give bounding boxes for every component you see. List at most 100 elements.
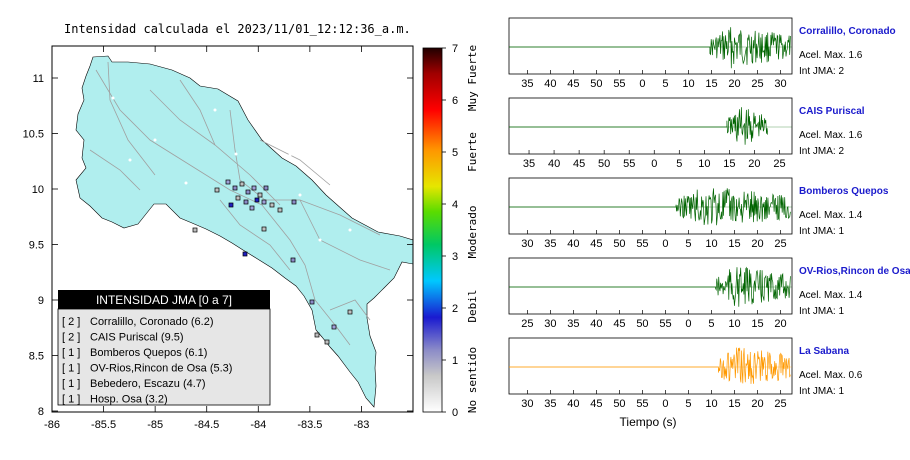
- map-y-tick-label: 11: [33, 73, 44, 85]
- map-y-tick-label: 8.5: [29, 351, 44, 363]
- map-y-tick-label: 10: [32, 184, 44, 196]
- seismogram-tick-label: 15: [705, 78, 717, 90]
- station-jma-intensity: Int JMA: 1: [799, 386, 844, 397]
- seismogram-tick-label: 10: [728, 318, 740, 330]
- map-x-tick-label: -85.5: [91, 419, 116, 431]
- seismogram-tick-label: 35: [521, 78, 533, 90]
- map-x-tick-label: -83: [353, 419, 369, 431]
- seismogram-tick-label: 55: [659, 318, 671, 330]
- seismogram-tick-label: 25: [774, 238, 786, 250]
- seismogram-tick-label: 55: [623, 158, 635, 170]
- map-title: Intensidad calculada el 2023/11/01_12:12…: [64, 22, 411, 36]
- station-jma-intensity: Int JMA: 1: [799, 306, 844, 317]
- legend-title-bar: [58, 290, 270, 309]
- time-axis-label: Tiempo (s): [620, 415, 677, 429]
- seismogram-tick-label: 40: [590, 318, 602, 330]
- map-x-tick-label: -83.5: [297, 419, 322, 431]
- seismogram-tick-label: 25: [773, 158, 785, 170]
- city-points: [111, 96, 377, 342]
- station-max-accel: Acel. Max. 1.4: [799, 290, 863, 301]
- intensity-legend: INTENSIDAD JMA [0 a 7] [ 2 ] Corralillo, …: [57, 290, 271, 406]
- station-jma-intensity: Int JMA: 1: [799, 226, 844, 237]
- seismogram-tick-label: 40: [544, 78, 556, 90]
- map-frame: [51, 45, 414, 413]
- seismogram-panel: 25 30 35 40 45 50 55 0 5 10 15 20 OV-Rios,Rincon de …: [508, 257, 910, 330]
- station-max-accel: Acel. Max. 0.6: [799, 370, 863, 381]
- station-name: La Sabana: [799, 346, 849, 357]
- seismogram-tick-label: 55: [636, 238, 648, 250]
- legend-body: [57, 308, 271, 406]
- legend-entry-text: OV-Rios,Rincon de Osa (5.3): [90, 363, 232, 375]
- seismogram-tick-label: 45: [590, 238, 602, 250]
- map-x-tick-label: -85: [147, 419, 163, 431]
- seismogram-tick-label: 45: [613, 318, 625, 330]
- colorbar-level-label: No sentido: [466, 347, 479, 413]
- seismogram-frame: [508, 17, 793, 75]
- seismogram-tick-label: 15: [723, 158, 735, 170]
- seismogram-frame: [508, 257, 793, 315]
- legend-entry-text: CAIS Puriscal (9.5): [90, 332, 184, 344]
- legend-entry-code: [ 1 ]: [62, 347, 80, 359]
- seismogram-tick-label: 30: [774, 78, 786, 90]
- seismogram-tick-label: 10: [682, 78, 694, 90]
- seismogram-tick-label: 40: [548, 158, 560, 170]
- station-jma-intensity: Int JMA: 2: [799, 146, 844, 157]
- seismogram-tick-label: 40: [567, 398, 579, 410]
- seismogram-panel: 30 35 40 45 50 55 0 5 10 15 20 25 La Sabana Acel. Max…: [508, 337, 863, 410]
- seismogram-tick-label: 50: [598, 158, 610, 170]
- seismogram-tick-label: 25: [751, 78, 763, 90]
- map-x-tick-label: -84.5: [194, 419, 219, 431]
- seismogram-tick-label: 50: [613, 398, 625, 410]
- seismogram-tick-label: 25: [521, 318, 533, 330]
- intensity-colorbar: [422, 47, 443, 413]
- colorbar-tick-label: 0: [452, 407, 458, 419]
- legend-entry-text: Hosp. Osa (3.2): [90, 394, 168, 406]
- seismogram-tick-label: 30: [521, 398, 533, 410]
- seismogram-tick-label: 20: [751, 398, 763, 410]
- colorbar-labels: Muy Fuerte Fuerte Moderado Debil No sentido: [466, 45, 479, 413]
- station-max-accel: Acel. Max. 1.4: [799, 210, 863, 221]
- legend-entry-code: [ 1 ]: [62, 394, 80, 406]
- seismogram-tick-label: 50: [636, 318, 648, 330]
- station-name: Corralillo, Coronado: [799, 26, 896, 37]
- seismogram-tick-label: 5: [685, 238, 691, 250]
- station-max-accel: Acel. Max. 1.6: [799, 50, 863, 61]
- seismogram-tick-label: 50: [590, 78, 602, 90]
- seismogram-trace: [509, 266, 791, 307]
- seismogram-tick-label: 20: [728, 78, 740, 90]
- station-name: OV-Rios,Rincon de Osa: [799, 266, 910, 277]
- seismogram-tick-label: 15: [728, 238, 740, 250]
- seismogram-tick-label: 25: [774, 398, 786, 410]
- costa-rica-map: [75, 55, 413, 408]
- seismogram-tick-label: 30: [521, 238, 533, 250]
- legend-entries: [ 2 ] Corralillo, Coronado (6.2) [ 2 ] CAIS…: [62, 316, 232, 406]
- seismogram-tick-label: 15: [728, 398, 740, 410]
- colorbar-level-label: Moderado: [466, 206, 479, 259]
- colorbar-ticks: 7 6 5 4 3 2 1 0: [442, 43, 458, 419]
- costa-rica-landmass: [75, 55, 413, 408]
- seismogram-trace: [509, 107, 769, 145]
- seismogram-tick-label: 55: [613, 78, 625, 90]
- seismogram-tick-label: 20: [748, 158, 760, 170]
- map-y-tick-label: 9.5: [29, 240, 44, 252]
- colorbar-tick-label: 2: [452, 303, 458, 315]
- station-name: CAIS Puriscal: [799, 106, 865, 117]
- seismogram-tick-label: 5: [708, 318, 714, 330]
- colorbar-tick-label: 6: [452, 95, 458, 107]
- station-max-accel: Acel. Max. 1.6: [799, 130, 863, 141]
- seismogram-tick-label: 0: [639, 78, 645, 90]
- colorbar-tick-label: 1: [452, 355, 458, 367]
- seismogram-tick-label: 30: [544, 318, 556, 330]
- map-y-tick-label: 9: [38, 295, 44, 307]
- seismogram-tick-label: 20: [774, 318, 786, 330]
- seismogram-tick-label: 35: [544, 398, 556, 410]
- colorbar-tick-label: 3: [452, 251, 458, 263]
- seismogram-tick-label: 5: [662, 78, 668, 90]
- seismogram-tick-label: 35: [544, 238, 556, 250]
- seismogram-tick-label: 10: [705, 398, 717, 410]
- seismogram-tick-label: 10: [705, 238, 717, 250]
- seismogram-trace: [509, 347, 791, 384]
- seismogram-panel: 35 40 45 50 55 0 5 10 15 20 25 30 Corralillo, Corona…: [508, 17, 896, 90]
